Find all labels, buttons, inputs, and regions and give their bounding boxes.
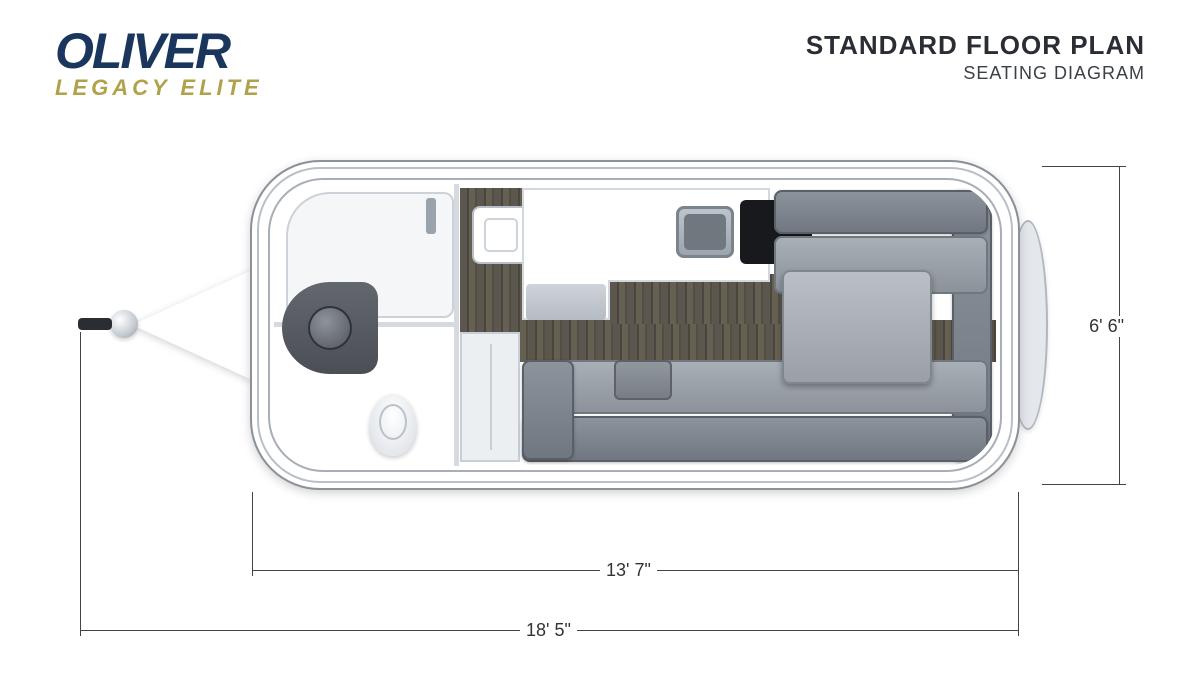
brand-name: OLIVER [55,30,263,73]
diagram-stage: 6' 6" 13' 7" 18' 5" [80,140,1120,660]
dim-leader [252,492,253,570]
entry-step [614,360,672,400]
page-title: STANDARD FLOOR PLAN [806,30,1145,61]
dim-label-body-length: 13' 7" [600,560,657,581]
dim-leader [1018,492,1019,632]
brand-subline: LEGACY ELITE [55,75,263,101]
dim-leader [1042,484,1120,485]
bath-vanity [282,282,378,374]
closet [460,332,520,462]
dim-leader [1042,166,1120,167]
dim-tick [1018,624,1019,636]
kitchen-sink [676,206,734,258]
hitch-handle [78,318,112,330]
brand-logo: OLIVER LEGACY ELITE [55,30,263,101]
counter-edge [526,284,606,320]
shower-head-icon [426,198,436,234]
page-title-block: STANDARD FLOOR PLAN SEATING DIAGRAM [806,30,1145,84]
interior [274,184,996,466]
toilet [369,394,417,456]
hitch-aframe [132,270,252,380]
hitch-coupler [110,310,138,338]
dinette-table [782,270,932,384]
page-subtitle: SEATING DIAGRAM [806,63,1145,84]
seat-cushion-side [522,360,574,460]
dim-leader [80,332,81,630]
seat-back-bottom [522,416,988,462]
dim-label-total-length: 18' 5" [520,620,577,641]
trailer-body [250,160,1020,490]
dim-label-width: 6' 6" [1083,316,1130,337]
seat-back-top [774,190,988,234]
bath-sink [308,306,352,350]
